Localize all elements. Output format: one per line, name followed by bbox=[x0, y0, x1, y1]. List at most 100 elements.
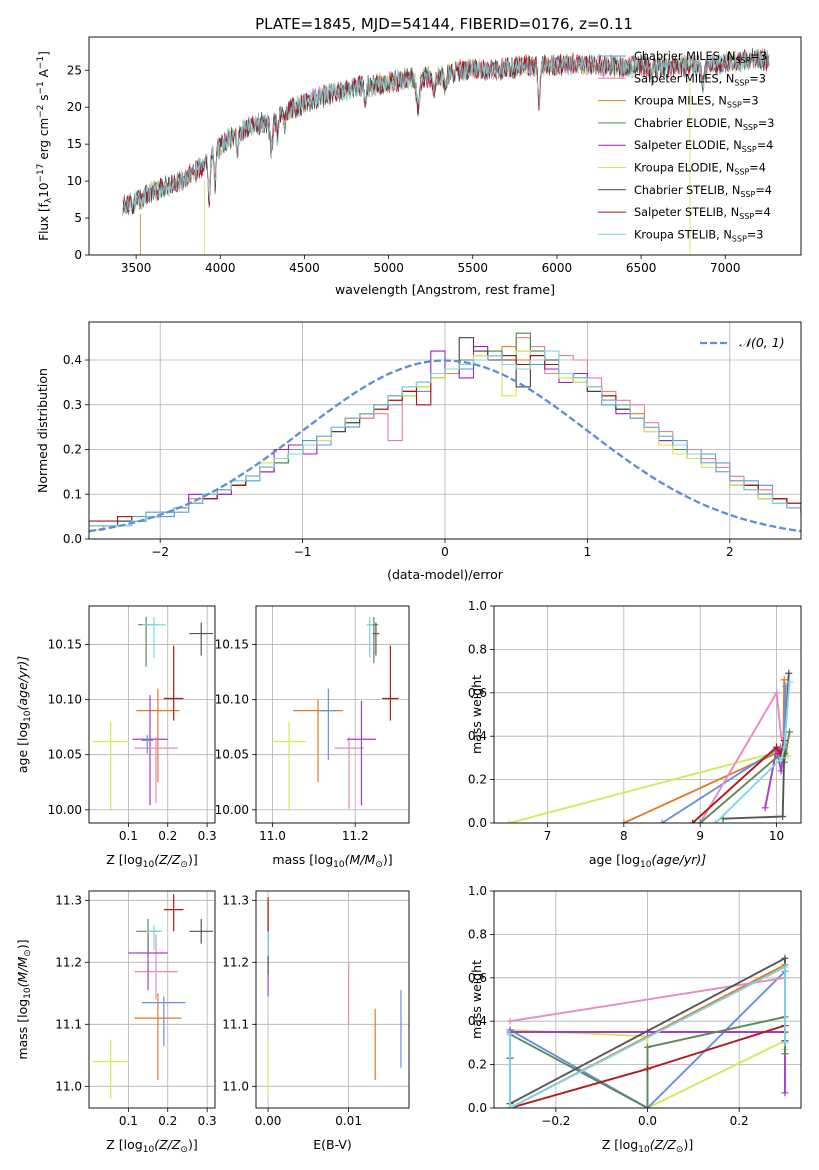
x-tick-label: 5000 bbox=[373, 261, 404, 275]
x-tick-label: 0.2 bbox=[730, 1114, 749, 1128]
massweight-marker bbox=[781, 963, 789, 971]
massweight-line-8 bbox=[509, 965, 786, 1108]
x-axis-label: E(B-V) bbox=[313, 1137, 352, 1152]
massweight-marker bbox=[506, 1017, 514, 1025]
y-tick-label: 0.4 bbox=[63, 353, 82, 367]
x-axis-label-part: (Z/Z bbox=[154, 852, 181, 867]
y-tick-label: 11.2 bbox=[222, 955, 249, 969]
legend-sub: SSP bbox=[734, 168, 749, 177]
legend-sub: SSP bbox=[734, 78, 749, 87]
y-tick-label: 0.4 bbox=[468, 1014, 487, 1028]
y-axis-label-part: (M/M bbox=[15, 957, 30, 988]
legend-entry: 𝒩(0, 1) bbox=[739, 335, 785, 350]
legend-sub: SSP bbox=[742, 145, 757, 154]
massweight-marker bbox=[773, 689, 781, 697]
legend-tail: =4 bbox=[757, 139, 774, 152]
legend-name: Kroupa MILES, N bbox=[634, 95, 727, 108]
legend-tail: =3 bbox=[747, 228, 764, 241]
axes-frame bbox=[493, 890, 802, 1109]
x-axis-label-part: 10 bbox=[640, 860, 652, 870]
y-tick-label: 0.0 bbox=[468, 816, 487, 830]
x-axis-label-part: Z [log bbox=[106, 852, 142, 867]
x-axis-label: Z [log10(Z/Z⊙)] bbox=[106, 852, 197, 870]
y-axis-label-part: age [log bbox=[15, 722, 30, 773]
x-tick-label: 11.2 bbox=[342, 829, 369, 843]
y-tick-label: 10 bbox=[67, 174, 82, 188]
y-tick-label: 25 bbox=[67, 63, 82, 77]
y-tick-label: 10.00 bbox=[215, 803, 249, 817]
y-tick-label: 20 bbox=[67, 100, 82, 114]
y-tick-label: 0.6 bbox=[468, 971, 487, 985]
y-tick-label: 10.15 bbox=[215, 638, 249, 652]
y-axis-label-part: s bbox=[37, 95, 51, 105]
x-tick-label: 0.01 bbox=[335, 1114, 362, 1128]
legend-tail: =4 bbox=[755, 184, 772, 197]
y-tick-label: 10.10 bbox=[48, 693, 82, 707]
x-axis-label: wavelength [Angstrom, rest frame] bbox=[335, 282, 555, 297]
legend-tail: =3 bbox=[758, 117, 775, 130]
y-tick-label: 10.05 bbox=[48, 748, 82, 762]
legend-tail: =3 bbox=[750, 50, 767, 63]
y-axis-label-part: −2 bbox=[36, 105, 46, 118]
x-axis-label: age [log10(age/yr)] bbox=[589, 852, 706, 870]
axes-frame bbox=[88, 321, 802, 540]
massweight-marker bbox=[761, 804, 769, 812]
massweight-marker bbox=[773, 743, 781, 751]
x-axis-label-part: 10 bbox=[143, 860, 155, 870]
massweight-marker bbox=[644, 1104, 651, 1108]
massweight-marker bbox=[778, 754, 786, 762]
y-tick-label: 0.8 bbox=[468, 642, 487, 656]
legend-tail: =3 bbox=[749, 72, 766, 85]
z-mass-panel: 0.1 0.2 0.311.011.111.211.3Z [log10(Z/Z⊙)]… bbox=[15, 890, 217, 1155]
x-tick-label: 7000 bbox=[710, 261, 741, 275]
axes-frame bbox=[255, 605, 410, 824]
y-axis-label-part: mass [log bbox=[15, 999, 30, 1060]
x-axis-label-part: (Z/Z bbox=[154, 1137, 181, 1152]
massweight-line-3 bbox=[699, 689, 786, 823]
x-tick-label: −2 bbox=[151, 545, 169, 559]
x-tick-label: 2 bbox=[726, 545, 734, 559]
mass-age-panel: 11.0 11.2 10.00 10.05 10.10 10.15 mass [log10(… bbox=[215, 605, 410, 870]
massweight-marker bbox=[780, 743, 788, 751]
legend-entry: Chabrier STELIB, NSSP=4 bbox=[634, 184, 772, 199]
y-tick-label: 0.3 bbox=[63, 398, 82, 412]
histogram-steps bbox=[89, 332, 801, 533]
massweight-line-3 bbox=[509, 976, 786, 1023]
legend-sub: SSP bbox=[739, 212, 754, 221]
x-axis-label-part: ⊙ bbox=[375, 860, 383, 870]
x-tick-label: 10 bbox=[769, 829, 784, 843]
legend-tail: =4 bbox=[754, 206, 771, 219]
y-tick-label: 10.00 bbox=[48, 803, 82, 817]
y-axis-label: Flux [fλ10−17 erg cm−2 s−1 A−1] bbox=[36, 51, 54, 241]
legend-entry: Salpeter ELODIE, NSSP=4 bbox=[634, 139, 773, 154]
axes-frame bbox=[493, 605, 802, 824]
y-axis-label-part: 10 bbox=[23, 987, 33, 999]
x-tick-label: 7 bbox=[544, 829, 552, 843]
y-tick-label: 11.2 bbox=[55, 955, 82, 969]
x-tick-label: 3500 bbox=[121, 261, 152, 275]
y-axis-label-part: )] bbox=[15, 939, 30, 949]
x-axis-label-part: )] bbox=[188, 1137, 198, 1152]
y-tick-label: 0.2 bbox=[63, 443, 82, 457]
figure-title: PLATE=1845, MJD=54144, FIBERID=0176, z=0… bbox=[255, 15, 633, 33]
legend-sub: SSP bbox=[735, 56, 750, 65]
x-axis-label-part: (age/yr)] bbox=[651, 852, 706, 867]
massweight-marker bbox=[777, 732, 785, 740]
legend-sub: SSP bbox=[727, 101, 742, 110]
axes-frame bbox=[255, 890, 410, 1109]
residual-histogram-panel: −2 −1 0 1 2 0.0 0.1 0.2 0.3 0.4 𝒩(0, 1) (data-model… bbox=[35, 321, 802, 582]
spectrum-panel: 3500 4000 4500 5000 5500 6000 6500 7000 0 5 10 15 20… bbox=[36, 36, 802, 297]
legend-name: Salpeter MILES, N bbox=[634, 72, 734, 85]
y-tick-label: 0.2 bbox=[468, 1058, 487, 1072]
x-tick-label: 6000 bbox=[542, 261, 573, 275]
x-tick-label: 0.3 bbox=[198, 829, 217, 843]
massweight-marker bbox=[781, 1050, 789, 1058]
legend-tail: =4 bbox=[749, 162, 766, 175]
x-tick-label: 4500 bbox=[289, 261, 320, 275]
massweight-marker bbox=[780, 676, 788, 684]
y-axis-label: mass weight bbox=[469, 675, 484, 754]
x-axis-label-part: 10 bbox=[143, 1145, 155, 1155]
x-tick-label: 4000 bbox=[205, 261, 236, 275]
massweight-lines bbox=[506, 954, 789, 1108]
